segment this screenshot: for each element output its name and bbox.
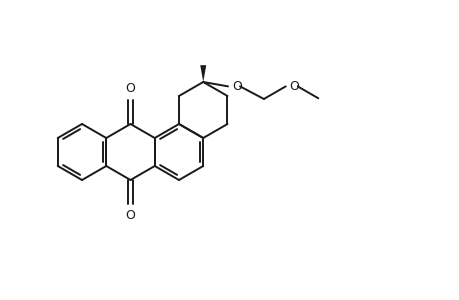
Text: O: O — [125, 209, 135, 222]
Polygon shape — [200, 65, 206, 82]
Text: O: O — [125, 82, 135, 95]
Text: O: O — [289, 80, 299, 93]
Text: O: O — [231, 80, 241, 93]
